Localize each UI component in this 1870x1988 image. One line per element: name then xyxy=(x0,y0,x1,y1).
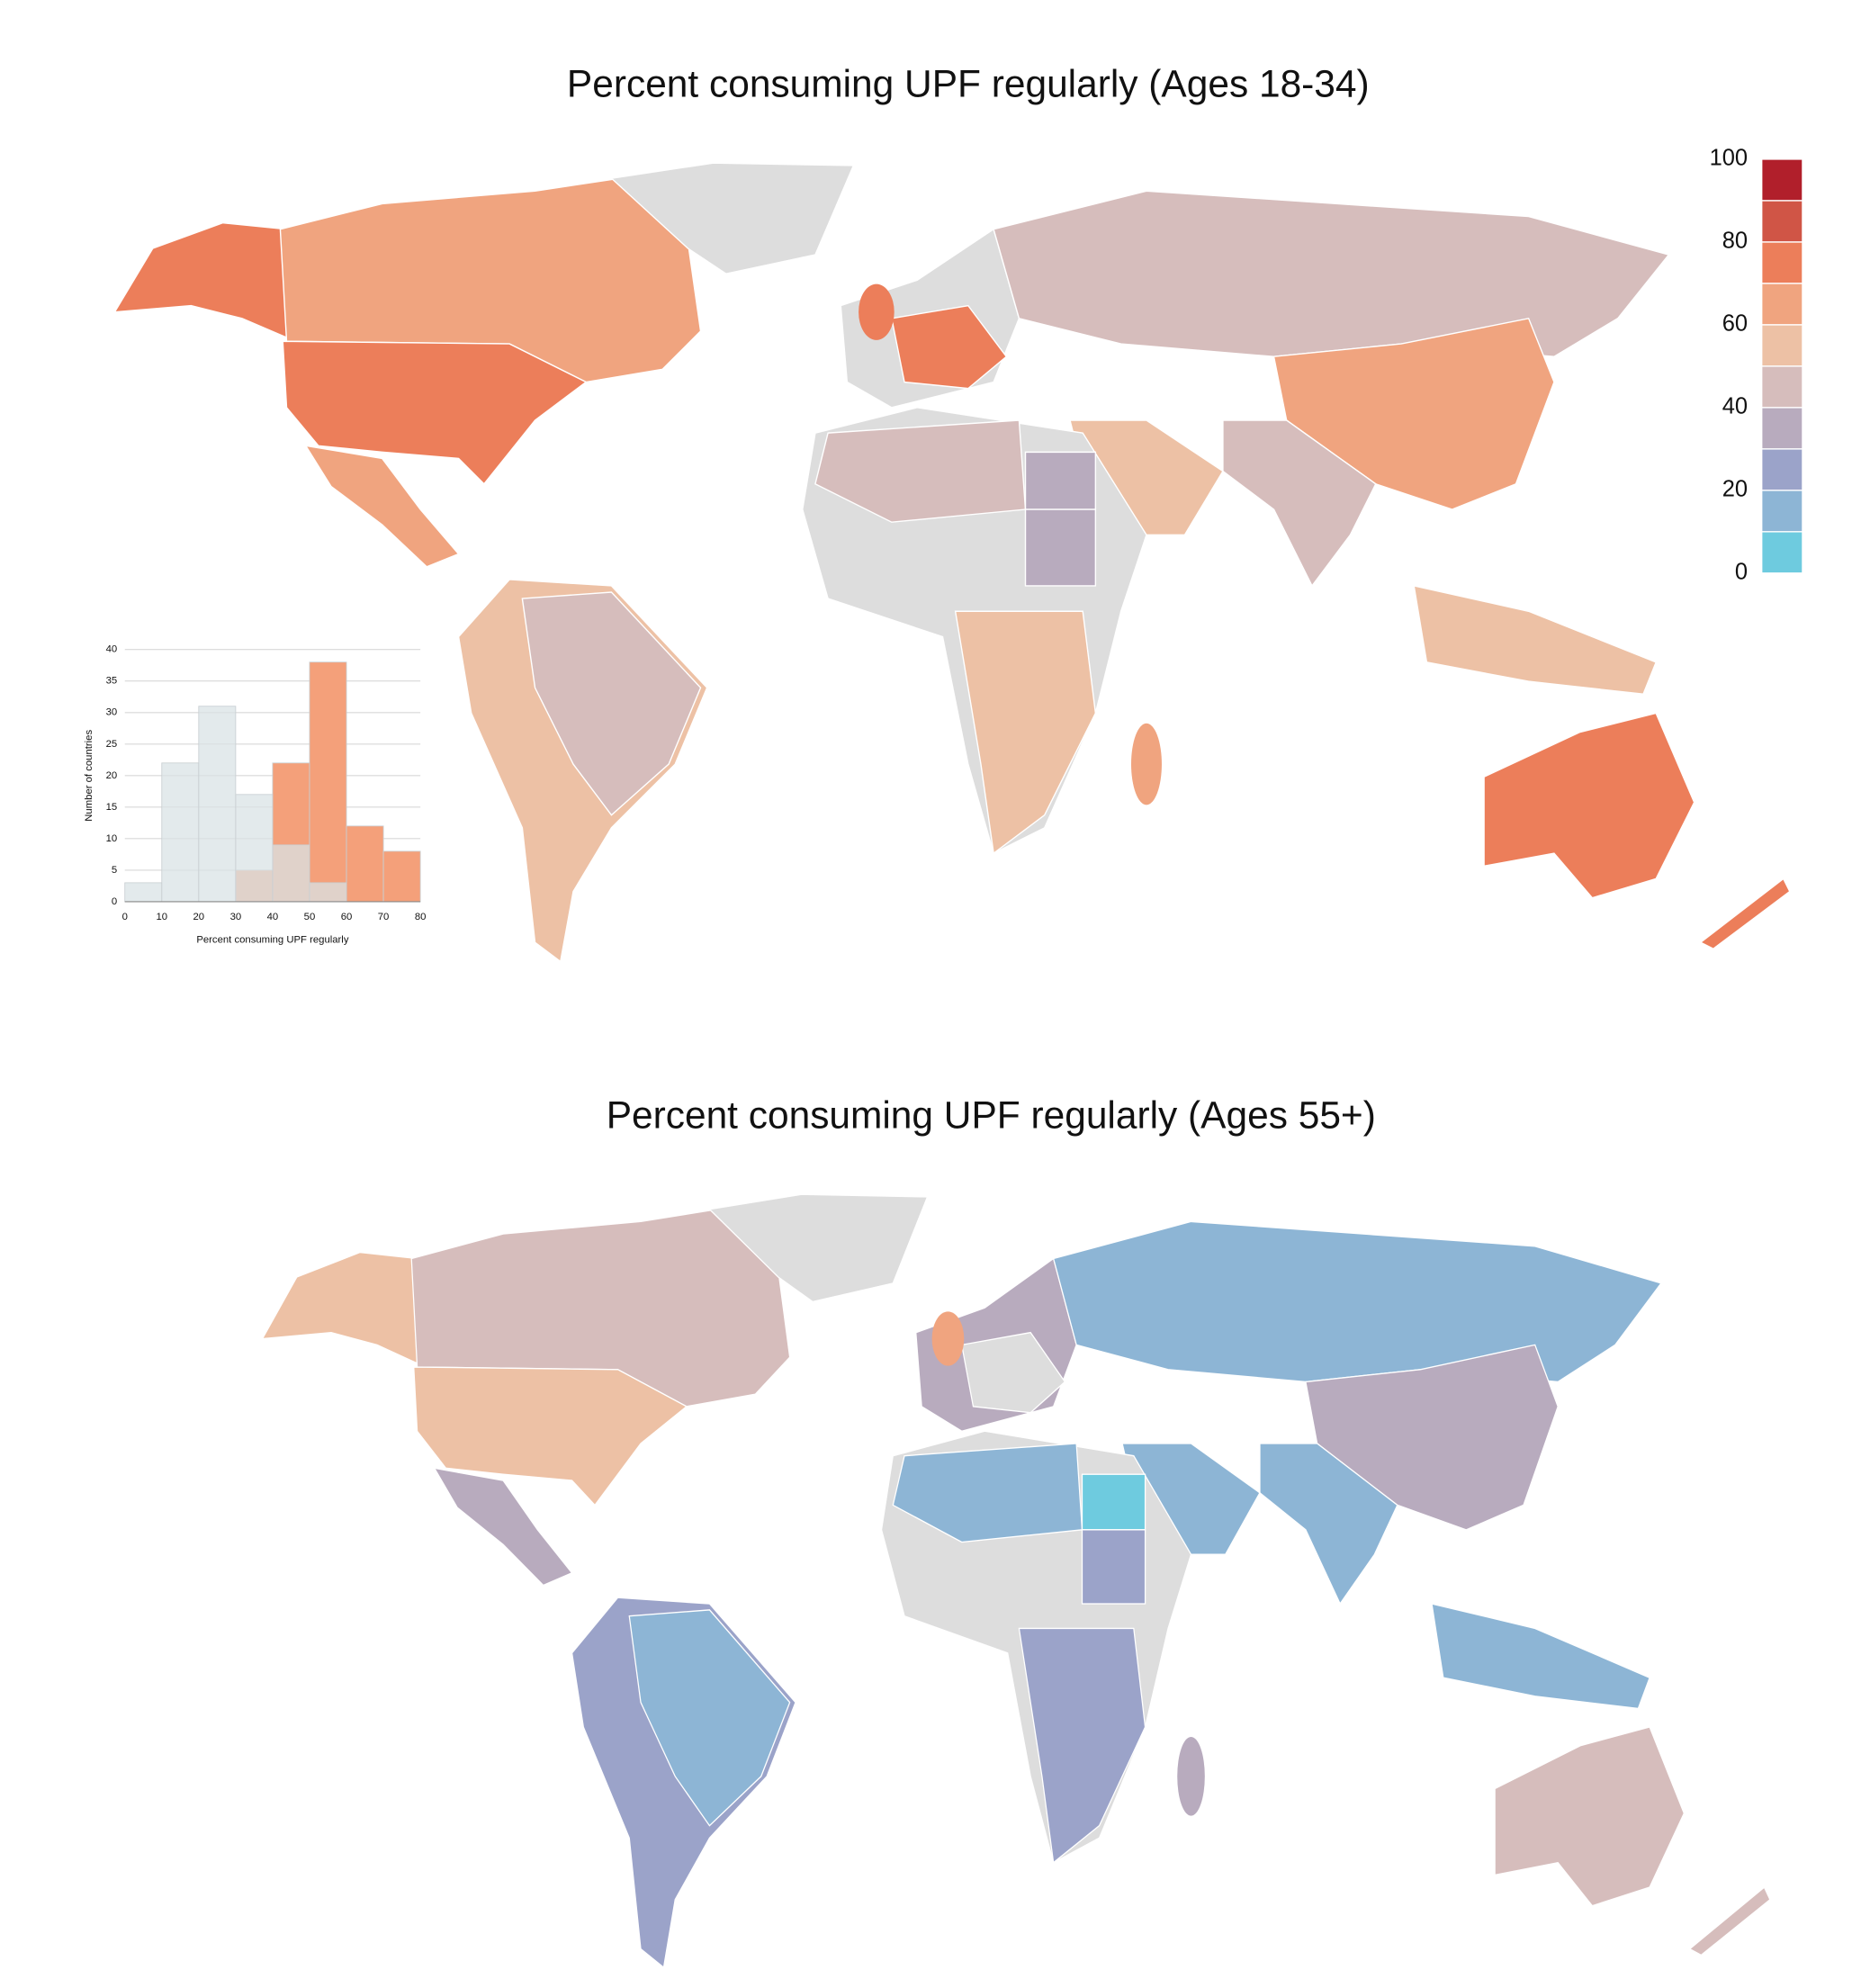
colorbar-tick-label: 80 xyxy=(1722,229,1748,254)
y-tick-label: 40 xyxy=(106,644,118,655)
x-tick-label: 10 xyxy=(156,912,167,922)
y-axis-label: Number of countries xyxy=(84,730,94,822)
region xyxy=(1413,585,1658,696)
region xyxy=(859,283,895,340)
region xyxy=(113,221,288,339)
colorbar-step xyxy=(1760,200,1803,243)
region xyxy=(1052,1220,1662,1383)
map-title: Percent consuming UPF regularly (Ages 18… xyxy=(567,62,1370,104)
x-tick-label: 50 xyxy=(304,912,316,922)
colorbar-step xyxy=(1760,241,1803,284)
region xyxy=(282,340,588,485)
colorbar-tick-label: 100 xyxy=(1710,146,1749,171)
world-map xyxy=(261,1193,1771,1969)
histogram-bar xyxy=(309,661,347,903)
x-tick-label: 30 xyxy=(230,912,242,922)
region xyxy=(954,610,1097,855)
region xyxy=(1483,712,1695,899)
world-map xyxy=(113,162,1791,963)
colorbar-tick-label: 0 xyxy=(1735,560,1748,585)
region xyxy=(1431,1603,1650,1710)
histogram-bar xyxy=(161,762,200,903)
colorbar-step xyxy=(1760,407,1803,450)
region xyxy=(1081,1529,1146,1605)
region xyxy=(1018,1627,1146,1864)
region xyxy=(814,419,1027,523)
region xyxy=(1688,1886,1771,1957)
histogram-bar xyxy=(198,706,237,903)
colorbar-step xyxy=(1760,448,1803,491)
y-tick-label: 30 xyxy=(106,707,118,718)
region xyxy=(1494,1726,1686,1907)
colorbar-step xyxy=(1760,324,1803,367)
histogram-bar xyxy=(309,882,347,903)
x-tick-label: 70 xyxy=(378,912,390,922)
x-tick-label: 20 xyxy=(193,912,205,922)
region xyxy=(1024,508,1097,587)
region xyxy=(1699,877,1791,950)
region xyxy=(521,591,702,816)
y-tick-label: 5 xyxy=(112,865,117,876)
region xyxy=(1081,1473,1146,1531)
x-axis-label: Percent consuming UPF regularly xyxy=(196,934,348,945)
histogram-bar xyxy=(124,882,163,903)
colorbar-step xyxy=(1760,283,1803,326)
x-tick-label: 0 xyxy=(122,912,128,922)
x-tick-label: 40 xyxy=(267,912,279,922)
y-tick-label: 15 xyxy=(106,802,118,813)
histogram-bar xyxy=(235,794,274,903)
region xyxy=(960,1331,1066,1414)
region xyxy=(892,1443,1083,1543)
histogram-bar xyxy=(346,825,384,903)
region xyxy=(1024,451,1097,510)
region xyxy=(628,1609,791,1827)
region xyxy=(1222,419,1377,588)
region xyxy=(609,162,855,275)
y-tick-label: 10 xyxy=(106,833,118,844)
histogram: 0 5 10 15 20 25 30 35 40 0 10 20 30 40 50 60 70 80 Percent… xyxy=(84,644,426,946)
region xyxy=(304,445,460,568)
colorbar-step xyxy=(1760,365,1803,409)
region xyxy=(891,304,1008,390)
y-tick-label: 20 xyxy=(106,770,118,781)
region xyxy=(1259,1443,1398,1606)
colorbar-tick-label: 60 xyxy=(1722,311,1748,337)
region xyxy=(993,190,1670,357)
region xyxy=(708,1193,929,1303)
colorbar: 0 20 40 60 80 100 xyxy=(1710,146,1803,585)
map-title: Percent consuming UPF regularly (Ages 55… xyxy=(607,1094,1376,1137)
y-tick-label: 35 xyxy=(106,676,118,687)
x-tick-label: 60 xyxy=(341,912,353,922)
region xyxy=(433,1467,573,1587)
y-tick-label: 25 xyxy=(106,739,118,750)
colorbar-step xyxy=(1760,531,1803,574)
colorbar-tick-label: 40 xyxy=(1722,394,1748,419)
colorbar-tick-label: 20 xyxy=(1722,477,1748,502)
histogram-bar xyxy=(382,850,421,903)
y-tick-label: 0 xyxy=(112,896,117,907)
region xyxy=(1177,1736,1205,1816)
region xyxy=(261,1251,418,1364)
region xyxy=(931,1311,965,1366)
x-tick-label: 80 xyxy=(415,912,427,922)
region xyxy=(1130,723,1162,805)
colorbar-step xyxy=(1760,158,1803,202)
region xyxy=(413,1366,688,1507)
histogram-bar xyxy=(272,844,310,903)
colorbar-step xyxy=(1760,490,1803,533)
